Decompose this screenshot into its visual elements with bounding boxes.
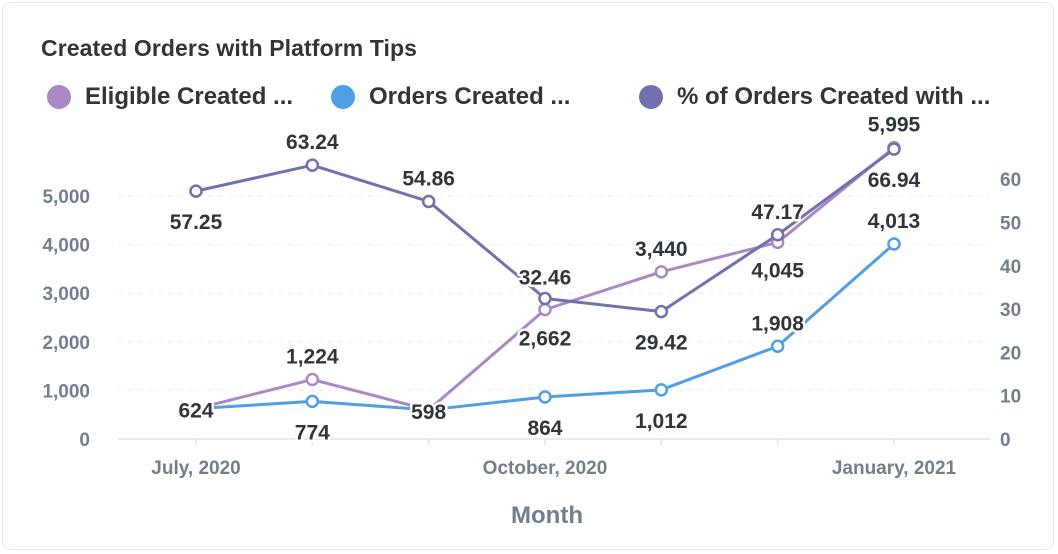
- data-label-eligible-created: 624: [178, 400, 213, 423]
- point-percent-orders: [421, 194, 436, 209]
- point-orders-created: [421, 403, 436, 417]
- point-orders-created: [654, 383, 669, 397]
- point-eligible-created: [538, 302, 552, 317]
- legend-dot-eligible: [47, 85, 71, 109]
- data-label-percent-orders: 54.86: [402, 167, 455, 190]
- point-orders-created: [189, 401, 203, 416]
- y-right-tick-label: 0: [1000, 430, 1011, 451]
- y-right-tick-label: 20: [1000, 343, 1021, 364]
- point-eligible-created: [654, 265, 669, 279]
- point-percent-orders: [189, 184, 203, 198]
- data-label-percent-orders: 66.94: [868, 169, 921, 192]
- data-label-orders-created: 1,012: [635, 410, 688, 433]
- data-label-orders-created: 864: [527, 417, 562, 440]
- point-eligible-created: [305, 372, 320, 387]
- data-label-eligible-created: 2,662: [519, 328, 572, 351]
- y-right-tick-label: 60: [1000, 170, 1021, 191]
- y-left-tick-label: 5,000: [42, 187, 90, 208]
- legend-label-orders-created: Orders Created ...: [369, 83, 571, 110]
- data-label-percent-orders: 29.42: [635, 332, 688, 355]
- y-right-tick-label: 50: [1000, 214, 1021, 235]
- data-label-eligible-created: 1,224: [286, 346, 339, 369]
- y-left-tick-label: 4,000: [42, 236, 90, 257]
- data-label-percent-orders: 32.46: [519, 266, 572, 289]
- point-orders-created: [770, 339, 785, 354]
- point-percent-orders: [538, 291, 552, 306]
- legend-label-percent: % of Orders Created with ...: [677, 83, 991, 110]
- point-percent-orders: [654, 304, 669, 319]
- point-orders-created: [538, 390, 552, 404]
- point-orders-created: [305, 394, 320, 409]
- y-right-tick-label: 10: [1000, 387, 1021, 408]
- y-left-tick-label: 1,000: [42, 381, 90, 402]
- data-label-eligible-created: 598: [411, 401, 446, 424]
- legend-item-percent[interactable]: % of Orders Created with ...: [639, 83, 990, 111]
- y-right-tick-label: 30: [1000, 300, 1021, 321]
- data-label-percent-orders: 47.17: [751, 201, 804, 224]
- point-percent-orders: [887, 142, 901, 156]
- y-left-tick-label: 0: [79, 430, 90, 451]
- data-label-orders-created: 774: [295, 421, 330, 444]
- data-label-eligible-created: 4,045: [751, 259, 804, 282]
- data-label-eligible-created: 5,995: [868, 114, 921, 137]
- point-orders-created: [887, 237, 901, 251]
- point-percent-orders: [770, 228, 785, 242]
- legend-item-orders-created[interactable]: Orders Created ...: [331, 83, 570, 111]
- data-label-orders-created: 4,013: [868, 210, 921, 233]
- x-tick-label: January, 2021: [832, 458, 957, 479]
- y-left-tick-label: 3,000: [42, 284, 90, 305]
- x-axis-title: Month: [511, 502, 583, 529]
- y-right-tick-label: 40: [1000, 257, 1021, 278]
- data-label-eligible-created: 3,440: [635, 238, 688, 261]
- legend-dot-orders-created: [331, 85, 355, 109]
- data-label-percent-orders: 57.25: [170, 211, 223, 234]
- point-percent-orders: [305, 158, 320, 172]
- chart-title: Created Orders with Platform Tips: [41, 35, 418, 61]
- legend-item-eligible[interactable]: Eligible Created ...: [47, 83, 293, 111]
- data-label-orders-created: 1,908: [751, 312, 804, 335]
- data-label-percent-orders: 63.24: [286, 131, 339, 154]
- legend-label-eligible: Eligible Created ...: [85, 83, 294, 110]
- y-left-tick-label: 2,000: [42, 333, 90, 354]
- x-tick-label: July, 2020: [151, 458, 240, 479]
- x-tick-label: October, 2020: [483, 458, 608, 479]
- legend-dot-percent: [639, 85, 663, 109]
